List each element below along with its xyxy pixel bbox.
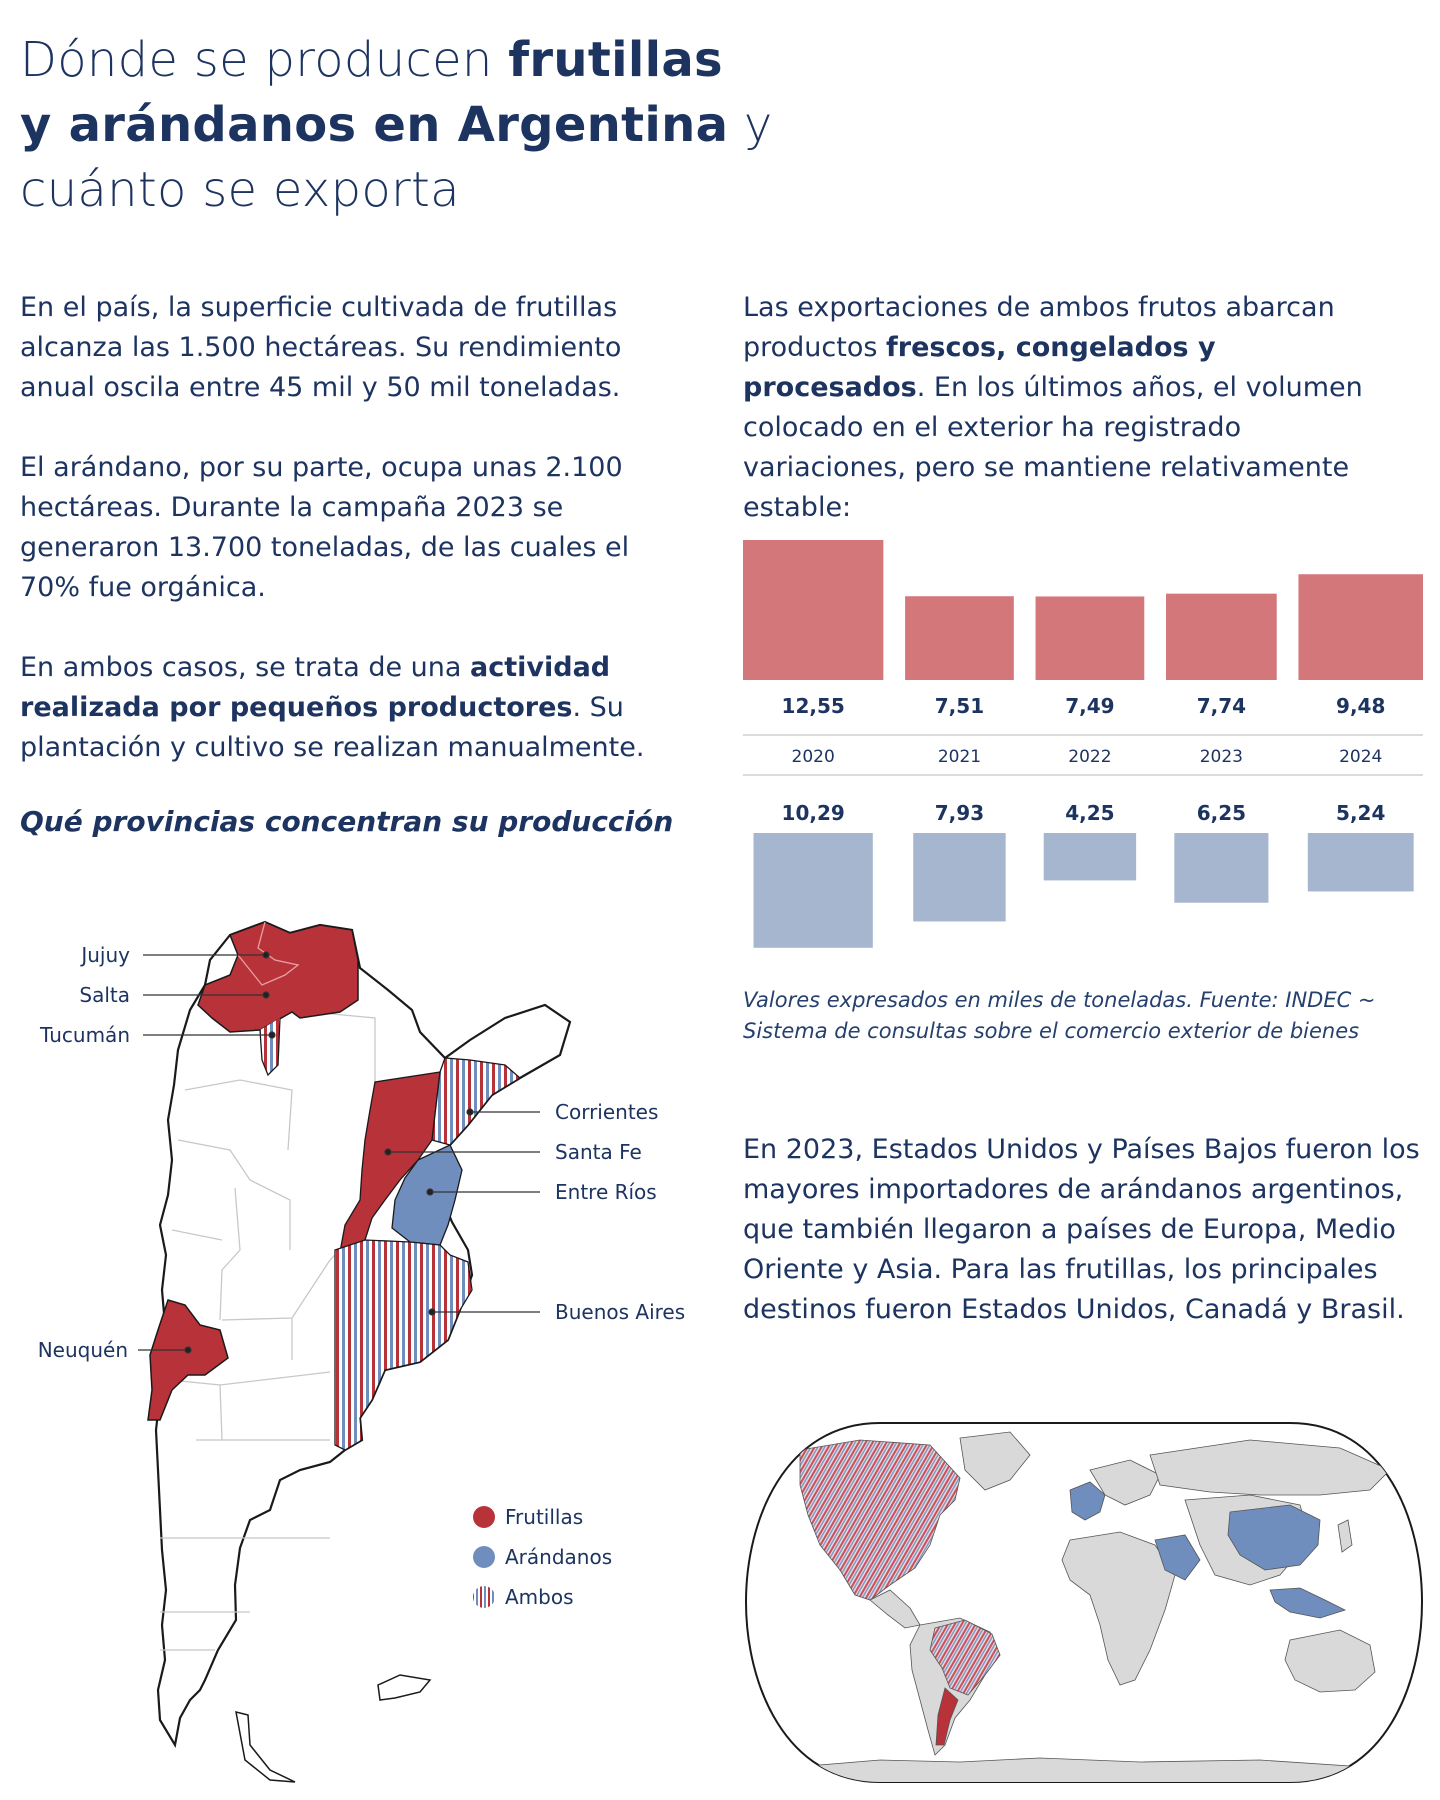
russia [1149, 1439, 1391, 1496]
europe-blue [1069, 1481, 1106, 1521]
value-label-arandanos-2024: 5,24 [1336, 801, 1385, 825]
legend-frutillas-swatch [473, 1506, 495, 1528]
map-legend: Frutillas Arándanos Ambos [473, 1505, 612, 1609]
bar-frutillas-2021 [905, 596, 1014, 680]
value-label-arandanos-2022: 4,25 [1065, 801, 1114, 825]
label-entre-rios: Entre Ríos [555, 1180, 657, 1204]
province-corrientes [431, 1057, 522, 1146]
bar-frutillas-2024 [1298, 574, 1423, 680]
label-buenos-aires: Buenos Aires [555, 1300, 685, 1324]
text-run: Las exportaciones de ambos frutos abarca… [743, 292, 1335, 363]
value-label-frutillas-2024: 9,48 [1336, 694, 1385, 718]
province-buenos-aires [334, 1239, 473, 1451]
middle-east-blue [1154, 1534, 1201, 1581]
bar-arandanos-2022 [1043, 833, 1137, 881]
province-tucuman [259, 1017, 281, 1077]
label-neuquen: Neuquén [38, 1338, 128, 1362]
province-borders [160, 1009, 376, 1651]
leader-lines [138, 951, 540, 1354]
exports-bar-chart: 12,55 7,51 7,49 7,74 9,48 10,29 7,93 4,25 6,25 5… [743, 540, 1423, 948]
destinations-paragraph: En 2023, Estados Unidos y Países Bajos f… [743, 1134, 1420, 1325]
island-shape [377, 1674, 432, 1701]
label-santa-fe: Santa Fe [555, 1140, 642, 1164]
label-corrientes: Corrientes [555, 1100, 658, 1124]
value-label-frutillas-2021: 7,51 [935, 694, 984, 718]
japan [1337, 1519, 1353, 1553]
value-label-frutillas-2022: 7,49 [1065, 694, 1114, 718]
north-america [799, 1439, 961, 1601]
intro-paragraph-1: En el país, la superficie cultivada de f… [20, 292, 622, 403]
greenland [959, 1431, 1031, 1491]
year-label-2020: 2020 [792, 747, 835, 767]
bar-frutillas-2020 [743, 540, 884, 680]
arandanos-series: 10,29 7,93 4,25 6,25 5,24 [753, 801, 1414, 948]
page-title: Dónde se producen frutillas y arándanos … [20, 28, 780, 223]
value-label-frutillas-2020: 12,55 [782, 694, 845, 718]
province-neuquen [147, 1299, 229, 1421]
text-run: . Su plantación y cultivo se realizan ma… [20, 692, 645, 763]
frutillas-series: 12,55 7,51 7,49 7,74 9,48 [743, 540, 1423, 718]
argentina-world [935, 1687, 959, 1746]
world-destinations-map [744, 1422, 1424, 1783]
title-part: y [728, 97, 773, 153]
map-heading: Qué provincias concentran su producción [20, 805, 674, 838]
year-label-2021: 2021 [938, 747, 981, 767]
tierra-del-fuego [235, 1710, 296, 1783]
bar-arandanos-2023 [1174, 833, 1269, 903]
intro-paragraph-3: En ambos casos, se trata de una activida… [20, 648, 700, 768]
jujuy-salta-border [237, 921, 300, 986]
bar-frutillas-2022 [1035, 596, 1145, 680]
text-run: frescos, congelados y procesados [743, 332, 1216, 403]
exports-paragraph: Las exportaciones de ambos frutos abarca… [743, 288, 1393, 528]
year-labels: 2020 2021 2022 2023 2024 [792, 747, 1383, 767]
legend-frutillas-label: Frutillas [505, 1505, 583, 1529]
intro-paragraph-2: El arándano, por su parte, ocupa unas 2.… [20, 452, 630, 603]
legend-ambos-label: Ambos [505, 1585, 574, 1609]
value-label-arandanos-2021: 7,93 [935, 801, 984, 825]
bar-frutillas-2023 [1166, 593, 1277, 680]
southeast-asia-blue [1269, 1587, 1347, 1619]
legend-ambos-swatch [473, 1586, 495, 1608]
europe-rest [1089, 1459, 1161, 1506]
text-run: En ambos casos, se trata de una [20, 652, 471, 683]
year-label-2024: 2024 [1339, 747, 1382, 767]
bar-arandanos-2020 [753, 833, 873, 948]
label-jujuy: Jujuy [79, 943, 130, 967]
title-part: frutillas [508, 32, 723, 88]
chart-source-note: Valores expresados en miles de toneladas… [743, 988, 1376, 1043]
value-label-arandanos-2023: 6,25 [1197, 801, 1246, 825]
year-label-2022: 2022 [1068, 747, 1111, 767]
legend-arandanos-swatch [473, 1546, 495, 1568]
value-label-arandanos-2020: 10,29 [782, 801, 845, 825]
brazil [929, 1619, 1001, 1696]
label-tucuman: Tucumán [39, 1023, 130, 1047]
bar-arandanos-2024 [1307, 833, 1414, 892]
title-part: cuánto se exporta [20, 162, 460, 218]
title-part: y arándanos en Argentina [20, 97, 729, 153]
value-label-frutillas-2023: 7,74 [1197, 694, 1246, 718]
bar-arandanos-2021 [913, 833, 1006, 922]
argentina-map: Jujuy Salta Tucumán Corrientes Santa Fe … [38, 920, 685, 1783]
china-blue [1227, 1504, 1321, 1571]
antarctica [749, 1757, 1421, 1782]
legend-arandanos-label: Arándanos [505, 1545, 612, 1569]
label-salta: Salta [79, 983, 130, 1007]
year-label-2023: 2023 [1200, 747, 1243, 767]
text-run: actividad realizada por pequeños product… [20, 652, 611, 723]
australia [1284, 1629, 1376, 1693]
text-run: . En los últimos años, el volumen coloca… [743, 372, 1363, 523]
title-part: Dónde se producen [20, 32, 509, 88]
province-jujuy-salta [197, 921, 359, 1033]
